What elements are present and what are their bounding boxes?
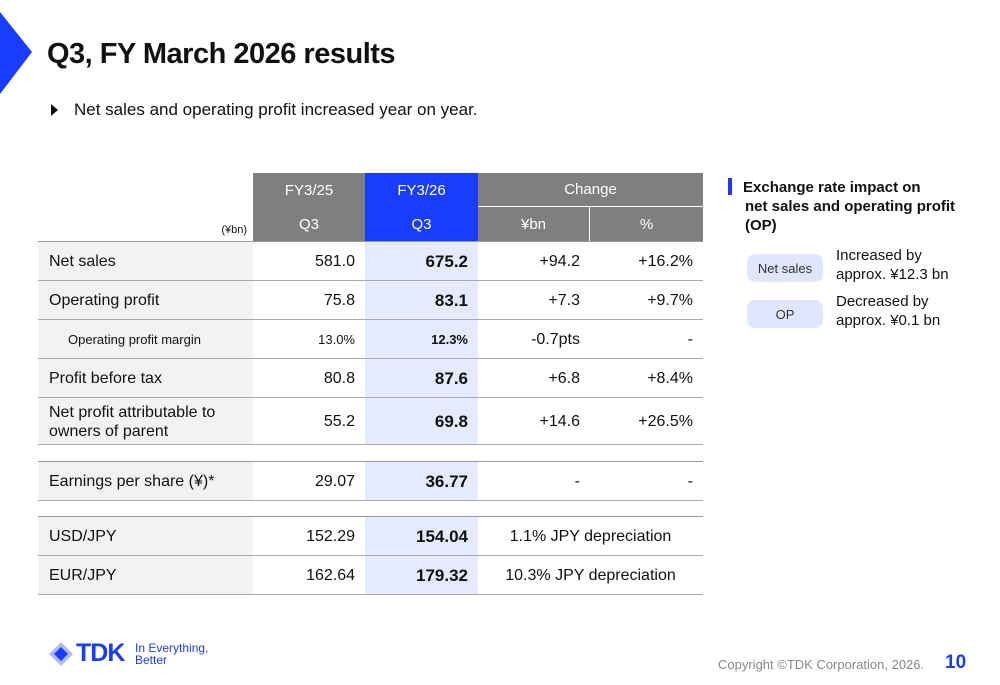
rule — [38, 397, 703, 398]
rule — [38, 280, 703, 281]
col-group: FY3/25 — [253, 173, 365, 207]
change-value: +14.6 — [539, 412, 580, 430]
fy25-value: 55.2 — [323, 412, 355, 430]
sub-header: Q3 — [365, 207, 478, 241]
bullet-icon — [51, 104, 58, 116]
fy25-value: 80.8 — [323, 369, 355, 387]
bullet-text: Net sales and operating profit increased… — [74, 100, 478, 119]
fy26-value: 83.1 — [365, 281, 478, 320]
rule — [38, 555, 703, 556]
fy26-value: 154.04 — [365, 517, 478, 556]
change-value: +6.8 — [548, 369, 580, 387]
rule — [38, 516, 703, 517]
fy25-value: 29.07 — [314, 472, 355, 490]
change-value: - — [574, 472, 580, 490]
side-title: net sales and operating profit — [745, 198, 956, 215]
fy25-value: 152.29 — [306, 527, 355, 545]
fy26-value: 179.32 — [365, 556, 478, 595]
change-pct: - — [687, 472, 693, 490]
change-note: 10.3% JPY depreciation — [505, 566, 676, 584]
change-value: -0.7pts — [531, 330, 580, 348]
fy25-value: 13.0% — [318, 332, 355, 347]
rule — [38, 241, 703, 242]
side-marker — [728, 178, 732, 195]
fy25-value: 162.64 — [306, 566, 355, 584]
col-group: Change — [478, 173, 703, 207]
tagline-line: Better — [135, 653, 168, 667]
fy25-value: 581.0 — [314, 252, 355, 270]
row-label: Profit before tax — [38, 359, 253, 398]
fy26-value: 87.6 — [365, 359, 478, 398]
row-label: EUR/JPY — [38, 556, 253, 595]
row-label: Operating profit margin — [38, 320, 253, 359]
unit-label: (¥bn) — [221, 224, 247, 236]
impact-text: Decreased by — [836, 293, 929, 310]
sub-header: % — [590, 207, 703, 241]
corner-arrow — [0, 12, 32, 94]
rule — [38, 319, 703, 320]
impact-text: approx. ¥12.3 bn — [836, 266, 949, 283]
fy25-value: 75.8 — [323, 291, 355, 309]
change-pct: +16.2% — [638, 252, 693, 270]
logo: TDK — [76, 639, 125, 667]
row-label: USD/JPY — [38, 517, 253, 556]
row-label: Operating profit — [38, 281, 253, 320]
rule — [38, 461, 703, 462]
row-label: Earnings per share (¥)* — [38, 462, 253, 501]
side-title: Exchange rate impact on — [743, 179, 921, 196]
tagline: In Everything, Better — [135, 642, 208, 666]
change-pct: +9.7% — [647, 291, 693, 309]
page-number: 10 — [945, 652, 967, 673]
fy26-value: 12.3% — [365, 320, 478, 359]
col-group: FY3/26 — [365, 173, 478, 207]
impact-text: Increased by — [836, 247, 922, 264]
side-title: (OP) — [745, 217, 777, 234]
change-value: +7.3 — [548, 291, 580, 309]
tag: Net sales — [747, 254, 823, 282]
change-value: +94.2 — [539, 252, 580, 270]
fy26-value: 36.77 — [365, 462, 478, 501]
sub-header: ¥bn — [478, 207, 590, 241]
title: Q3, FY March 2026 results — [47, 38, 396, 70]
change-pct: +26.5% — [638, 412, 693, 430]
copyright: Copyright ©TDK Corporation, 2026. — [718, 657, 925, 672]
rule — [38, 358, 703, 359]
change-pct: +8.4% — [647, 369, 693, 387]
logo-icon — [49, 642, 73, 666]
change-pct: - — [687, 330, 693, 348]
tag: OP — [747, 300, 823, 328]
tagline-line: In Everything, — [135, 641, 209, 655]
rule — [38, 500, 703, 501]
rule — [38, 594, 703, 595]
row-label: Net profit attributable to owners of par… — [38, 398, 253, 445]
fy26-value: 69.8 — [365, 398, 478, 445]
sub-header: Q3 — [253, 207, 365, 241]
change-note: 1.1% JPY depreciation — [509, 527, 672, 545]
impact-text: approx. ¥0.1 bn — [836, 312, 941, 329]
fy26-value: 675.2 — [365, 242, 478, 281]
row-label: Net sales — [38, 242, 253, 281]
rule — [38, 444, 703, 445]
